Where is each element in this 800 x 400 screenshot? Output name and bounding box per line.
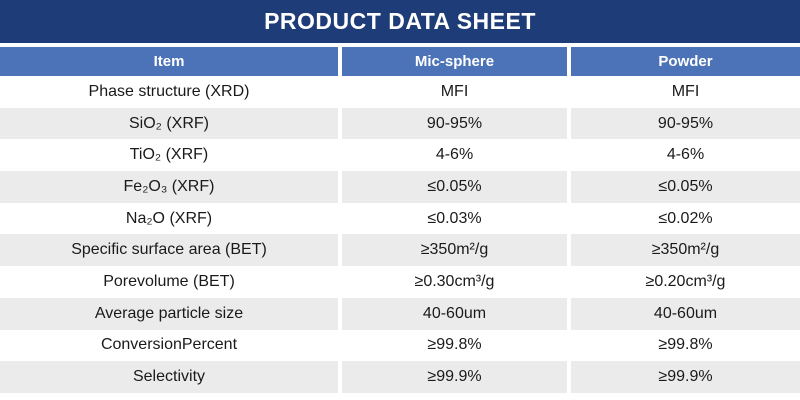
cell-item: Porevolume (BET) <box>0 266 338 298</box>
cell-mic-sphere: 4-6% <box>342 139 567 172</box>
table-row: Na₂O (XRF) ≤0.03% ≤0.02% <box>0 202 800 235</box>
table-header-row: Item Mic-sphere Powder <box>0 47 800 76</box>
cell-mic-sphere: 90-95% <box>342 107 567 140</box>
cell-mic-sphere: ≤0.05% <box>342 171 567 203</box>
table-row: Average particle size 40-60um 40-60um <box>0 297 800 330</box>
table-row: Phase structure (XRD) MFI MFI <box>0 76 800 108</box>
cell-powder: ≥350m²/g <box>571 234 800 267</box>
cell-item: ConversionPercent <box>0 329 338 362</box>
cell-powder: ≥99.8% <box>571 329 800 362</box>
cell-powder: ≤0.05% <box>571 171 800 203</box>
column-header-powder: Powder <box>571 47 800 76</box>
cell-item: Fe₂O₃ (XRF) <box>0 171 338 203</box>
cell-item: TiO₂ (XRF) <box>0 139 338 172</box>
cell-item: SiO₂ (XRF) <box>0 107 338 140</box>
data-table: Item Mic-sphere Powder Phase structure (… <box>0 47 800 393</box>
table-row: Porevolume (BET) ≥0.30cm³/g ≥0.20cm³/g <box>0 266 800 298</box>
cell-powder: ≤0.02% <box>571 202 800 235</box>
cell-mic-sphere: ≥0.30cm³/g <box>342 266 567 298</box>
cell-mic-sphere: ≤0.03% <box>342 202 567 235</box>
page-title: PRODUCT DATA SHEET <box>264 8 536 34</box>
cell-powder: ≥0.20cm³/g <box>571 266 800 298</box>
cell-mic-sphere: ≥99.8% <box>342 329 567 362</box>
cell-item: Average particle size <box>0 297 338 330</box>
column-header-item: Item <box>0 47 338 76</box>
table-row: Fe₂O₃ (XRF) ≤0.05% ≤0.05% <box>0 171 800 203</box>
column-header-mic-sphere: Mic-sphere <box>342 47 567 76</box>
table-row: ConversionPercent ≥99.8% ≥99.8% <box>0 329 800 362</box>
cell-powder: 40-60um <box>571 297 800 330</box>
cell-mic-sphere: 40-60um <box>342 297 567 330</box>
cell-powder: 4-6% <box>571 139 800 172</box>
cell-item: Specific surface area (BET) <box>0 234 338 267</box>
title-bar: PRODUCT DATA SHEET <box>0 0 800 43</box>
cell-powder: 90-95% <box>571 107 800 140</box>
cell-mic-sphere: ≥99.9% <box>342 361 567 393</box>
table-row: Selectivity ≥99.9% ≥99.9% <box>0 361 800 393</box>
table-row: SiO₂ (XRF) 90-95% 90-95% <box>0 107 800 140</box>
cell-mic-sphere: ≥350m²/g <box>342 234 567 267</box>
cell-item: Na₂O (XRF) <box>0 202 338 235</box>
cell-mic-sphere: MFI <box>342 76 567 108</box>
cell-item: Phase structure (XRD) <box>0 76 338 108</box>
cell-powder: MFI <box>571 76 800 108</box>
cell-powder: ≥99.9% <box>571 361 800 393</box>
table-row: Specific surface area (BET) ≥350m²/g ≥35… <box>0 234 800 267</box>
cell-item: Selectivity <box>0 361 338 393</box>
table-row: TiO₂ (XRF) 4-6% 4-6% <box>0 139 800 172</box>
